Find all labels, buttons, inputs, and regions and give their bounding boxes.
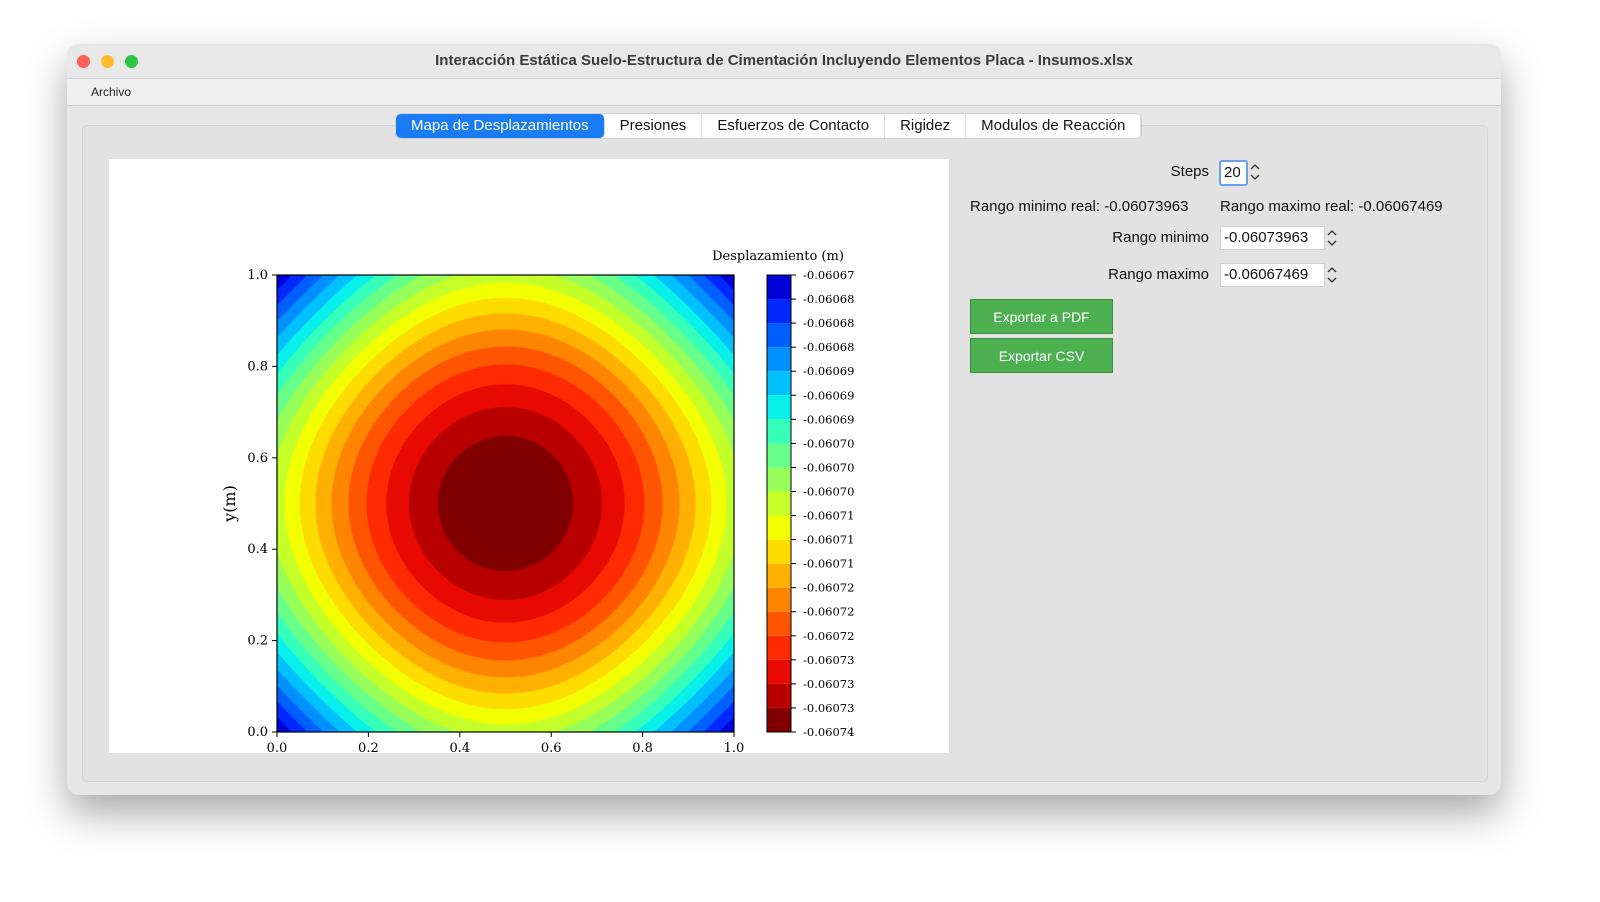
- colorbar-tick-label: -0.06067: [803, 268, 854, 282]
- x-tick-label: 0.0: [267, 741, 288, 753]
- y-tick-label: 0.2: [247, 634, 268, 649]
- colorbar-band: [767, 275, 791, 300]
- tab-bar: Mapa de Desplazamientos Presiones Esfuerzo…: [396, 114, 1142, 138]
- colorbar-band: [767, 515, 791, 540]
- tab[interactable]: Esfuerzos de Contacto: [702, 114, 886, 138]
- y-tick-label: 0.6: [247, 451, 268, 466]
- colorbar-tick-label: -0.06073: [803, 701, 854, 715]
- minimize-button[interactable]: [101, 55, 114, 68]
- value: -0.06073963: [1104, 198, 1189, 215]
- colorbar-tick-label: -0.06070: [803, 484, 854, 498]
- steps-label: Steps: [1170, 163, 1209, 180]
- tab[interactable]: Rigidez: [885, 114, 967, 138]
- colorbar-band: [767, 707, 791, 732]
- colorbar-tick-label: -0.06071: [803, 533, 854, 547]
- title-bar: Interacción Estática Suelo-Estructura de…: [67, 44, 1501, 79]
- tab[interactable]: Mapa de Desplazamientos: [396, 114, 605, 138]
- colorbar-tick-label: -0.06071: [803, 557, 854, 571]
- colorbar-band: [767, 419, 791, 444]
- colorbar-tick-label: -0.06069: [803, 412, 854, 426]
- colorbar-title: Desplazamiento (m): [712, 249, 844, 264]
- plot-frame: [276, 274, 735, 733]
- colorbar-band: [767, 635, 791, 660]
- colorbar-tick-label: -0.06068: [803, 340, 854, 354]
- window-title: Interacción Estática Suelo-Estructura de…: [435, 52, 1133, 69]
- value: -0.06067469: [1358, 198, 1443, 215]
- colorbar-band: [767, 323, 791, 348]
- label: Rango maximo real:: [1220, 198, 1355, 215]
- colorbar-band: [767, 587, 791, 612]
- steps-input[interactable]: 20: [1219, 160, 1248, 186]
- colorbar-band: [767, 299, 791, 324]
- window: Interacción Estática Suelo-Estructura de…: [67, 44, 1501, 795]
- figure: 0.00.20.40.60.81.00.00.20.40.60.81.0x(m)…: [109, 159, 949, 753]
- colorbar-tick-label: -0.06073: [803, 653, 854, 667]
- colorbar-band: [767, 467, 791, 492]
- colorbar-band: [767, 347, 791, 372]
- tab[interactable]: Presiones: [605, 114, 703, 138]
- label: Rango minimo real:: [970, 198, 1101, 215]
- x-tick-label: 0.6: [541, 741, 562, 753]
- colorbar-tick-label: -0.06068: [803, 316, 854, 330]
- colorbar-band: [767, 539, 791, 564]
- colorbar-band: [767, 371, 791, 396]
- colorbar-band: [767, 491, 791, 516]
- colorbar-band: [767, 659, 791, 684]
- menu-item[interactable]: Archivo: [91, 85, 132, 99]
- colorbar-tick-label: -0.06069: [803, 364, 854, 378]
- zoom-button[interactable]: [125, 55, 138, 68]
- range-min-spinner[interactable]: [1326, 227, 1338, 249]
- colorbar-frame: [766, 274, 792, 733]
- menu-bar: Archivo: [67, 79, 1501, 106]
- x-tick-label: 0.4: [449, 741, 470, 753]
- colorbar-tick-label: -0.06069: [803, 388, 854, 402]
- colorbar-tick-label: -0.06074: [803, 725, 854, 739]
- y-tick-label: 0.4: [247, 542, 268, 557]
- colorbar-band: [767, 395, 791, 420]
- export-pdf-button[interactable]: Exportar a PDF: [970, 299, 1113, 334]
- range-min-label: Rango minimo: [1112, 229, 1209, 246]
- colorbar-band: [767, 611, 791, 636]
- steps-spinner[interactable]: [1249, 161, 1261, 183]
- export-csv-button[interactable]: Exportar CSV: [970, 338, 1113, 373]
- colorbar-tick-label: -0.06072: [803, 629, 854, 643]
- x-tick-label: 1.0: [724, 741, 745, 753]
- colorbar-tick-label: -0.06072: [803, 581, 854, 595]
- contour-fill: [276, 274, 735, 733]
- colorbar-tick-label: -0.06073: [803, 677, 854, 691]
- colorbar-tick-label: -0.06072: [803, 605, 854, 619]
- x-tick-label: 0.2: [358, 741, 379, 753]
- range-max-input[interactable]: -0.06067469: [1220, 263, 1325, 287]
- range-min-input[interactable]: -0.06073963: [1220, 226, 1325, 250]
- colorbar-band: [767, 443, 791, 468]
- colorbar-tick-label: -0.06071: [803, 509, 854, 523]
- colorbar-tick-label: -0.06068: [803, 292, 854, 306]
- y-tick-label: 1.0: [247, 268, 268, 283]
- colorbar-band: [767, 683, 791, 708]
- tab[interactable]: Modulos de Reacción: [966, 114, 1142, 138]
- range-max-real: Rango maximo real: -0.06067469: [1220, 196, 1443, 218]
- range-max-spinner[interactable]: [1326, 264, 1338, 286]
- x-tick-label: 0.8: [632, 741, 653, 753]
- colorbar-band: [767, 563, 791, 588]
- contour-region: [437, 435, 574, 572]
- y-axis-label: y(m): [220, 485, 239, 523]
- range-max-label: Rango maximo: [1108, 266, 1209, 283]
- colorbar-tick-label: -0.06070: [803, 460, 854, 474]
- range-min-real: Rango minimo real: -0.06073963: [970, 196, 1188, 218]
- close-button[interactable]: [77, 55, 90, 68]
- colorbar-tick-label: -0.06070: [803, 436, 854, 450]
- y-tick-label: 0.0: [247, 725, 268, 740]
- y-tick-label: 0.8: [247, 359, 268, 374]
